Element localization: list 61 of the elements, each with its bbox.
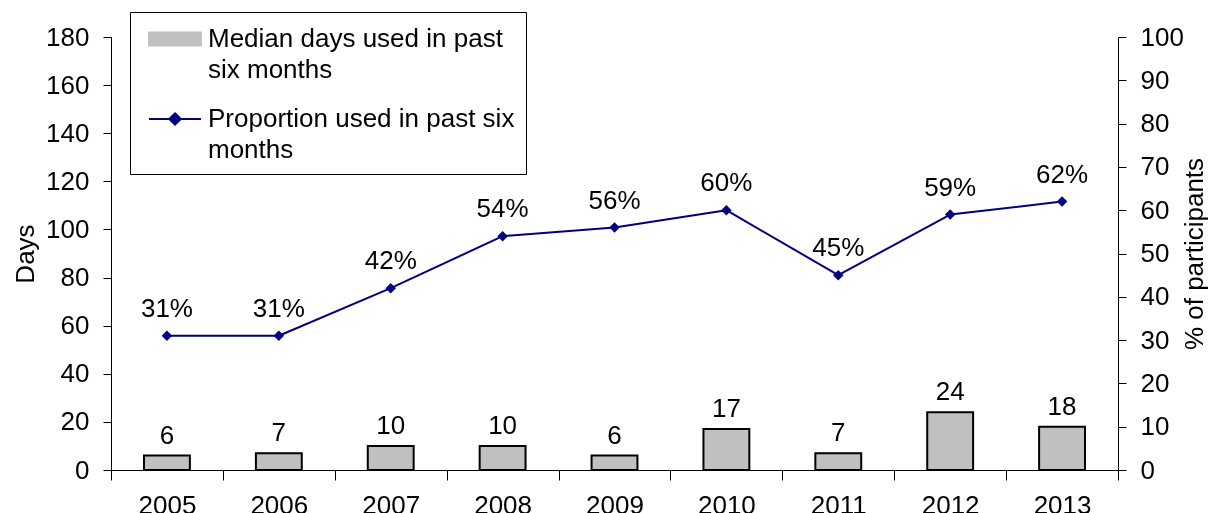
y2-tick-label: 100	[1140, 21, 1184, 52]
data-label: 6	[159, 419, 175, 450]
data-label: 62%	[1036, 158, 1089, 189]
x-tick-label: 2006	[250, 489, 309, 513]
point	[721, 204, 732, 216]
x-tick-label: 2011	[810, 489, 867, 513]
data-label: 45%	[812, 232, 865, 263]
point	[833, 269, 844, 281]
data-label: 56%	[588, 184, 641, 215]
data-label: 59%	[924, 171, 977, 202]
y-tick-label: 0	[75, 454, 90, 485]
y2-tick-label: 70	[1140, 151, 1170, 182]
y2-tick-label: 60	[1140, 194, 1170, 225]
x-tick-label: 2007	[362, 489, 421, 513]
y2-axis-title: % of participants	[1178, 157, 1208, 351]
point	[273, 330, 285, 342]
point	[1056, 196, 1068, 207]
y2-tick-label: 80	[1140, 108, 1170, 139]
data-label: 60%	[700, 167, 753, 198]
y2-tick-label: 30	[1140, 324, 1170, 355]
data-label: 6	[607, 419, 622, 450]
y-tick-label: 20	[60, 406, 90, 437]
y2-tick-label: 90	[1140, 64, 1170, 95]
point	[609, 222, 620, 233]
x-tick-label: 2005	[138, 489, 197, 513]
y-tick-label: 80	[60, 262, 90, 293]
legend-label: Proportion used in past six months	[208, 103, 515, 164]
y2-tick-label: 40	[1140, 281, 1170, 312]
y2-tick-label: 0	[1140, 454, 1155, 485]
data-label: 7	[271, 417, 287, 448]
y2-tick-label: 50	[1140, 238, 1170, 268]
y-axis-title: Days	[9, 224, 40, 284]
y-tick-label: 180	[46, 21, 90, 52]
x-tick-label: 2010	[697, 489, 756, 513]
data-label: 24	[935, 376, 965, 407]
data-label: 7	[831, 417, 846, 448]
y-tick-label: 60	[60, 310, 90, 341]
y-tick-label: 140	[46, 117, 90, 148]
legend-label: Median days used in past six months	[208, 23, 504, 84]
point	[385, 282, 396, 294]
data-label: 10	[376, 409, 406, 440]
data-label: 31%	[252, 292, 305, 323]
x-tick-label: 2008	[474, 489, 533, 513]
x-tick-label: 2012	[921, 489, 980, 513]
x-tick-label: 2009	[586, 489, 644, 513]
data-label: 18	[1047, 390, 1077, 421]
data-label: 10	[488, 409, 518, 440]
y-tick-label: 100	[46, 213, 90, 244]
y2-tick-label: 10	[1140, 411, 1170, 442]
y-tick-label: 120	[46, 165, 90, 196]
data-label: 42%	[364, 245, 417, 276]
point	[497, 230, 508, 242]
x-tick-label: 2013	[1033, 489, 1092, 513]
data-label: 31%	[140, 292, 193, 323]
data-label: 54%	[476, 193, 529, 224]
data-label: 17	[711, 393, 741, 424]
point	[944, 209, 956, 220]
point	[161, 330, 173, 342]
y2-tick-label: 20	[1140, 367, 1170, 398]
y-tick-label: 40	[60, 358, 90, 389]
y-tick-label: 160	[46, 69, 90, 100]
